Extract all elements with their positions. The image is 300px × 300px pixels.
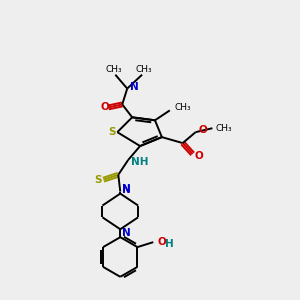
Text: NH: NH — [131, 157, 149, 167]
Text: H: H — [165, 239, 174, 249]
Text: O: O — [157, 237, 166, 247]
Text: CH₃: CH₃ — [215, 124, 232, 133]
Text: N: N — [122, 184, 131, 195]
Text: O: O — [199, 125, 207, 135]
Text: N: N — [130, 82, 139, 92]
Text: O: O — [100, 102, 109, 112]
Text: S: S — [95, 175, 102, 185]
Text: O: O — [195, 151, 203, 161]
Text: N: N — [122, 184, 131, 194]
Text: CH₃: CH₃ — [175, 103, 191, 112]
Text: S: S — [109, 127, 116, 137]
Text: N: N — [122, 228, 131, 238]
Text: CH₃: CH₃ — [136, 65, 152, 74]
Text: CH₃: CH₃ — [105, 65, 122, 74]
